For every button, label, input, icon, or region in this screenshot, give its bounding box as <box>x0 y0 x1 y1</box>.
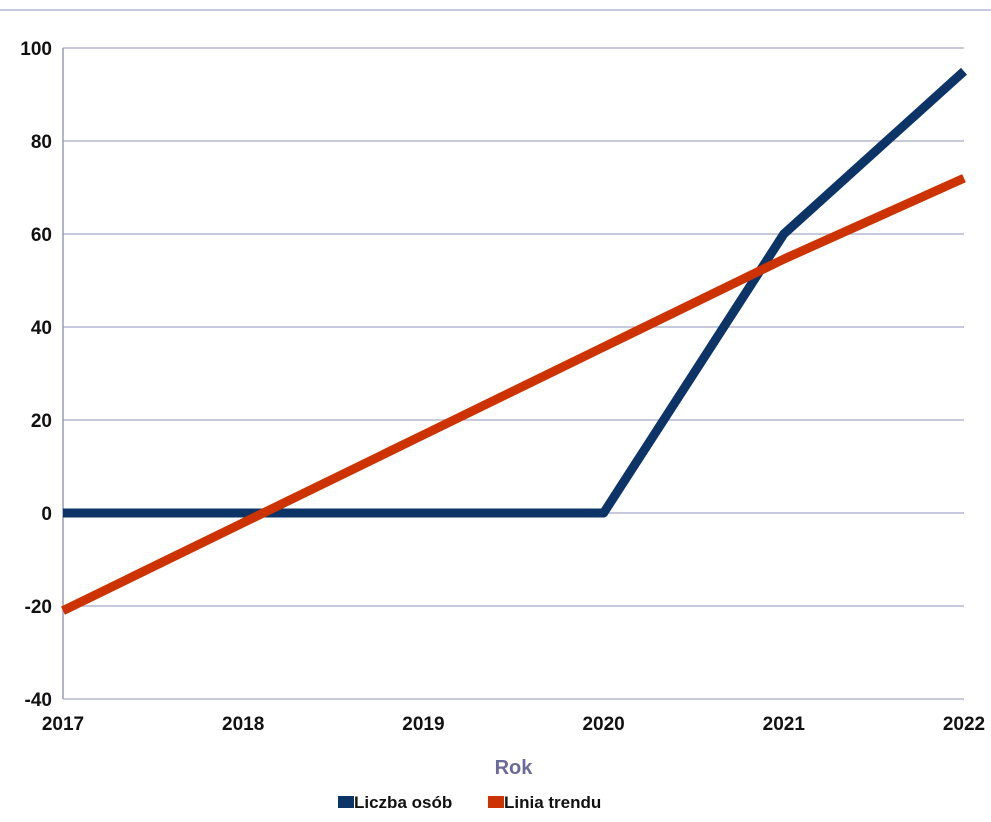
x-tick-label: 2020 <box>582 714 624 735</box>
x-axis-ticks: 2017 2018 2019 2020 2021 2022 <box>42 714 985 735</box>
x-axis-title: Rok <box>495 757 534 779</box>
legend-label: Liczba osób <box>354 793 452 812</box>
x-tick-label: 2022 <box>943 714 985 735</box>
x-tick-label: 2017 <box>42 714 84 735</box>
x-tick-label: 2021 <box>763 714 806 735</box>
legend-swatch <box>488 796 504 808</box>
legend-swatch <box>338 796 354 808</box>
y-tick-label: -40 <box>25 690 52 711</box>
y-tick-label: 0 <box>41 504 52 525</box>
y-tick-label: 40 <box>31 318 52 339</box>
legend: Liczba osób Linia trendu <box>338 793 601 812</box>
x-tick-label: 2018 <box>222 714 264 735</box>
gridlines <box>63 47 964 700</box>
series-lines <box>61 67 968 615</box>
y-tick-label: -20 <box>25 597 52 618</box>
y-axis-ticks: -40 -20 0 20 40 60 80 100 <box>20 39 52 711</box>
series-line-1 <box>63 67 968 518</box>
y-tick-label: 80 <box>31 132 52 153</box>
x-tick-label: 2019 <box>402 714 444 735</box>
top-rule <box>0 9 991 11</box>
y-tick-label: 60 <box>31 225 52 246</box>
series-line-2 <box>61 174 966 615</box>
y-tick-label: 100 <box>20 39 52 60</box>
y-tick-label: 20 <box>31 411 52 432</box>
legend-label: Linia trendu <box>504 793 601 812</box>
